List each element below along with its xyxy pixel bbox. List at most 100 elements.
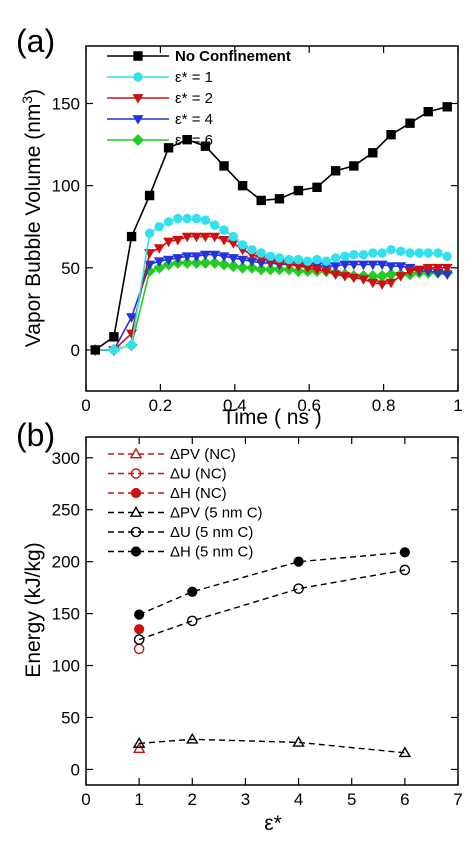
data-point — [358, 260, 369, 271]
legend-marker — [129, 506, 143, 517]
panel-a-x-tick-label: 0.2 — [149, 396, 173, 415]
data-point — [227, 254, 239, 264]
data-point — [218, 252, 230, 262]
data-point — [349, 249, 359, 260]
panel-b-x-tick-label: 6 — [400, 790, 409, 809]
data-point — [376, 260, 388, 271]
data-point — [153, 261, 166, 274]
data-point — [293, 185, 304, 196]
data-point — [340, 251, 350, 261]
data-point — [320, 267, 332, 277]
series--pv-nc — [132, 742, 146, 754]
series--h-5-nm-c — [134, 547, 410, 620]
data-point — [182, 134, 192, 145]
data-point — [368, 248, 378, 258]
panel-a-series — [89, 102, 454, 356]
panel-a-x-tick-label: 0.4 — [223, 396, 247, 415]
data-point — [255, 263, 268, 276]
panel-b-x-tick-label: 2 — [188, 790, 197, 809]
panel-a-legend: No Confinement ε* = 1 ε* = 2 ε* = 4 ε* = 6 — [107, 48, 291, 149]
legend-marker — [130, 546, 142, 557]
panel-b-legend: ΔPV (NC) ΔU (NC) ΔH (NC) ΔPV (5 nm C) ΔU (5 … — [108, 446, 263, 561]
data-point — [219, 161, 229, 171]
panel-a-y-axis-title-superscript: 3 — [19, 96, 35, 104]
legend-label: ε* = 1 — [175, 69, 213, 86]
panel-b-y-tick-label: 200 — [52, 553, 80, 572]
series-line — [95, 217, 448, 351]
data-point — [163, 237, 175, 248]
legend-entry: No Confinement — [107, 48, 291, 65]
data-point — [423, 107, 433, 117]
data-point — [432, 263, 444, 274]
legend-entry: ε* = 6 — [107, 132, 213, 149]
panel-a-y-axis-title-suffix: ) — [22, 89, 45, 96]
panel-a-ticks: 0 0.2 0.4 0.6 0.8 1 0 50 100 150 — [52, 46, 463, 415]
panel-a-y-tick-label: 0 — [71, 341, 80, 360]
data-point — [292, 735, 305, 747]
data-point — [312, 182, 322, 192]
panel-a-plot-frame — [85, 45, 459, 392]
data-point — [126, 340, 137, 350]
panel-b-x-tick-label: 5 — [347, 790, 356, 809]
data-point — [181, 256, 194, 269]
legend-entry: ΔPV (NC) — [108, 446, 236, 463]
data-point — [349, 161, 359, 171]
data-point — [134, 609, 145, 620]
data-point — [186, 615, 198, 627]
data-point — [191, 213, 202, 224]
data-point — [358, 249, 369, 260]
panel-b-y-tick-label: 300 — [52, 449, 80, 468]
data-point — [173, 213, 183, 224]
data-point — [385, 262, 397, 272]
panel-b-y-tick-label: 50 — [61, 708, 80, 727]
legend-label: ε* = 4 — [175, 111, 213, 128]
data-point — [293, 254, 304, 265]
series-line — [138, 569, 406, 641]
panel-b-x-tick-label: 1 — [134, 790, 143, 809]
series-line — [139, 738, 405, 754]
data-point — [133, 634, 145, 645]
data-point — [237, 180, 248, 191]
legend-entry: ε* = 4 — [107, 111, 213, 128]
legend-label: ΔPV (5 nm C) — [170, 505, 263, 522]
data-point — [172, 254, 184, 264]
data-point — [227, 260, 240, 273]
data-point — [199, 256, 212, 269]
series-no-confinement — [90, 102, 452, 355]
data-point — [330, 270, 342, 280]
data-point — [385, 278, 397, 289]
panel-b-x-tick-label: 0 — [81, 790, 90, 809]
series--u-5-nm-c — [133, 564, 411, 645]
data-point — [348, 273, 360, 284]
data-point — [312, 254, 322, 265]
panel-a-y-tick-label: 50 — [61, 259, 80, 278]
data-point — [256, 195, 266, 206]
data-point — [441, 263, 453, 274]
legend-label: No Confinement — [175, 48, 291, 65]
data-point — [422, 263, 434, 274]
data-point — [200, 215, 211, 225]
data-point — [209, 250, 221, 261]
panel-a-x-tick-label: 0 — [81, 396, 90, 415]
data-point — [109, 332, 119, 342]
series--h-nc — [134, 624, 145, 635]
data-point — [126, 231, 137, 242]
data-point — [132, 736, 146, 748]
data-point — [109, 345, 119, 355]
data-point — [368, 148, 378, 158]
data-point — [245, 261, 258, 274]
panel-b-ticks: 0 1 2 3 4 5 6 7 0 50 100 150 200 250 300 — [52, 437, 463, 809]
data-point — [163, 217, 174, 227]
legend-label: ΔH (NC) — [170, 485, 227, 502]
data-point — [339, 272, 351, 282]
data-point — [413, 265, 425, 276]
legend-entry: ΔH (NC) — [108, 485, 227, 502]
data-point — [219, 225, 229, 235]
data-point — [144, 190, 155, 201]
data-point — [126, 313, 138, 323]
legend-marker — [132, 134, 144, 146]
legend-label: ΔU (5 nm C) — [170, 524, 253, 541]
panel-b-x-tick-label: 4 — [294, 790, 303, 809]
